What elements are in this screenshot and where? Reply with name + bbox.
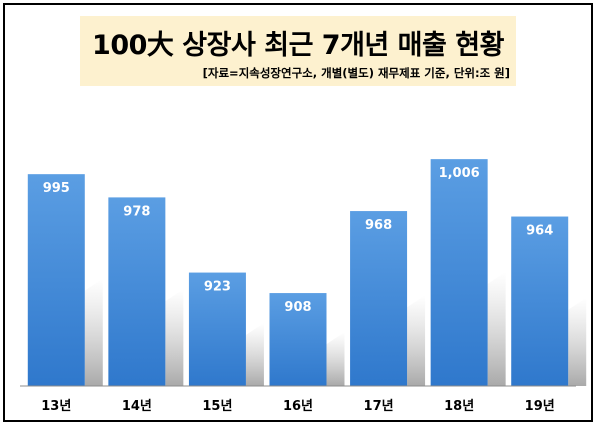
chart-title: 100大 상장사 최근 7개년 매출 현황: [92, 30, 504, 61]
data-label: 923: [204, 280, 231, 295]
bar-shadow: [326, 332, 345, 386]
bar: [27, 174, 85, 386]
bar: [511, 216, 569, 386]
chart-subtitle: [자료=지속성장연구소, 개별(별도) 재무제표 기준, 단위:조 원]: [202, 66, 510, 80]
bar-shadow: [84, 278, 103, 386]
data-label: 978: [123, 204, 150, 219]
data-label: 968: [365, 218, 392, 233]
bar: [350, 211, 408, 386]
category-labels: 13년 14년 15년 16년 17년 18년 19년: [41, 399, 554, 414]
category-label: 16년: [283, 399, 313, 414]
bar: [269, 293, 327, 386]
bar-shadow: [487, 271, 506, 386]
bar-shadow: [245, 322, 264, 386]
category-label: 13년: [41, 399, 71, 414]
title-box: 100大 상장사 최근 7개년 매출 현황 [자료=지속성장연구소, 개별(별도…: [80, 16, 516, 86]
bar: [188, 272, 246, 386]
data-label: 964: [526, 224, 553, 239]
bars: 995 978 923 908 968 1,006 964: [27, 159, 569, 386]
category-label: 15년: [202, 399, 232, 414]
bar: [108, 197, 166, 386]
data-label: 995: [43, 181, 70, 196]
category-label: 18년: [444, 399, 474, 414]
bar-shadow: [407, 295, 426, 386]
category-label: 14년: [122, 399, 152, 414]
data-label: 908: [284, 300, 311, 315]
category-label: 19년: [525, 399, 555, 414]
category-label: 17년: [364, 399, 394, 414]
bar: [430, 159, 488, 386]
bar-shadow: [568, 297, 587, 386]
bar-shadow: [165, 289, 184, 386]
data-label: 1,006: [439, 166, 480, 181]
bar-shadows: [84, 271, 587, 386]
